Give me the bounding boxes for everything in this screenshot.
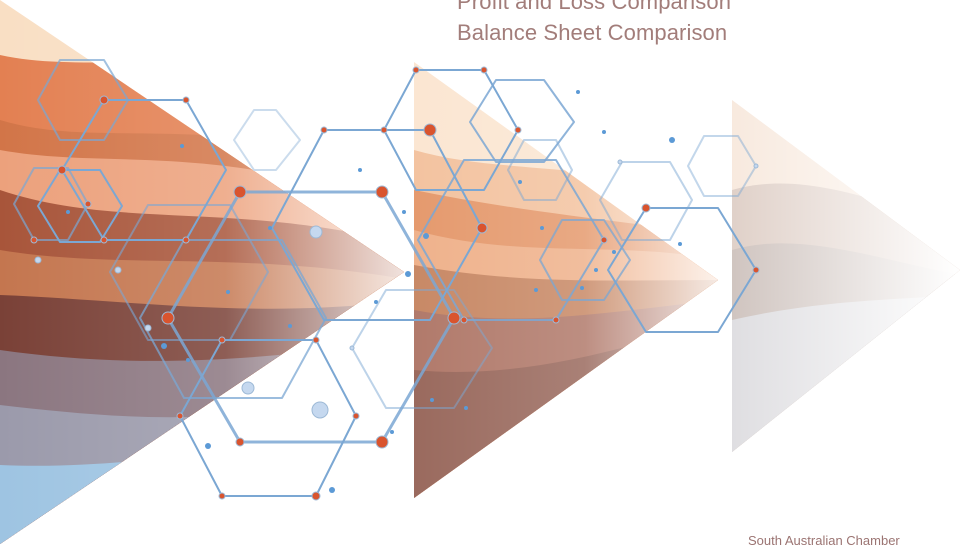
arrow-shape-2 — [414, 62, 718, 498]
arrow-shape-3 — [732, 100, 960, 452]
heading-profit-and-loss: Profit and Loss Comparison — [457, 0, 732, 14]
heading-balance-sheet: Balance Sheet Comparison — [457, 20, 728, 45]
scattered-dots — [66, 90, 682, 493]
footer-organization-name: South Australian Chamber — [748, 533, 900, 548]
network-nodes — [30, 66, 760, 501]
